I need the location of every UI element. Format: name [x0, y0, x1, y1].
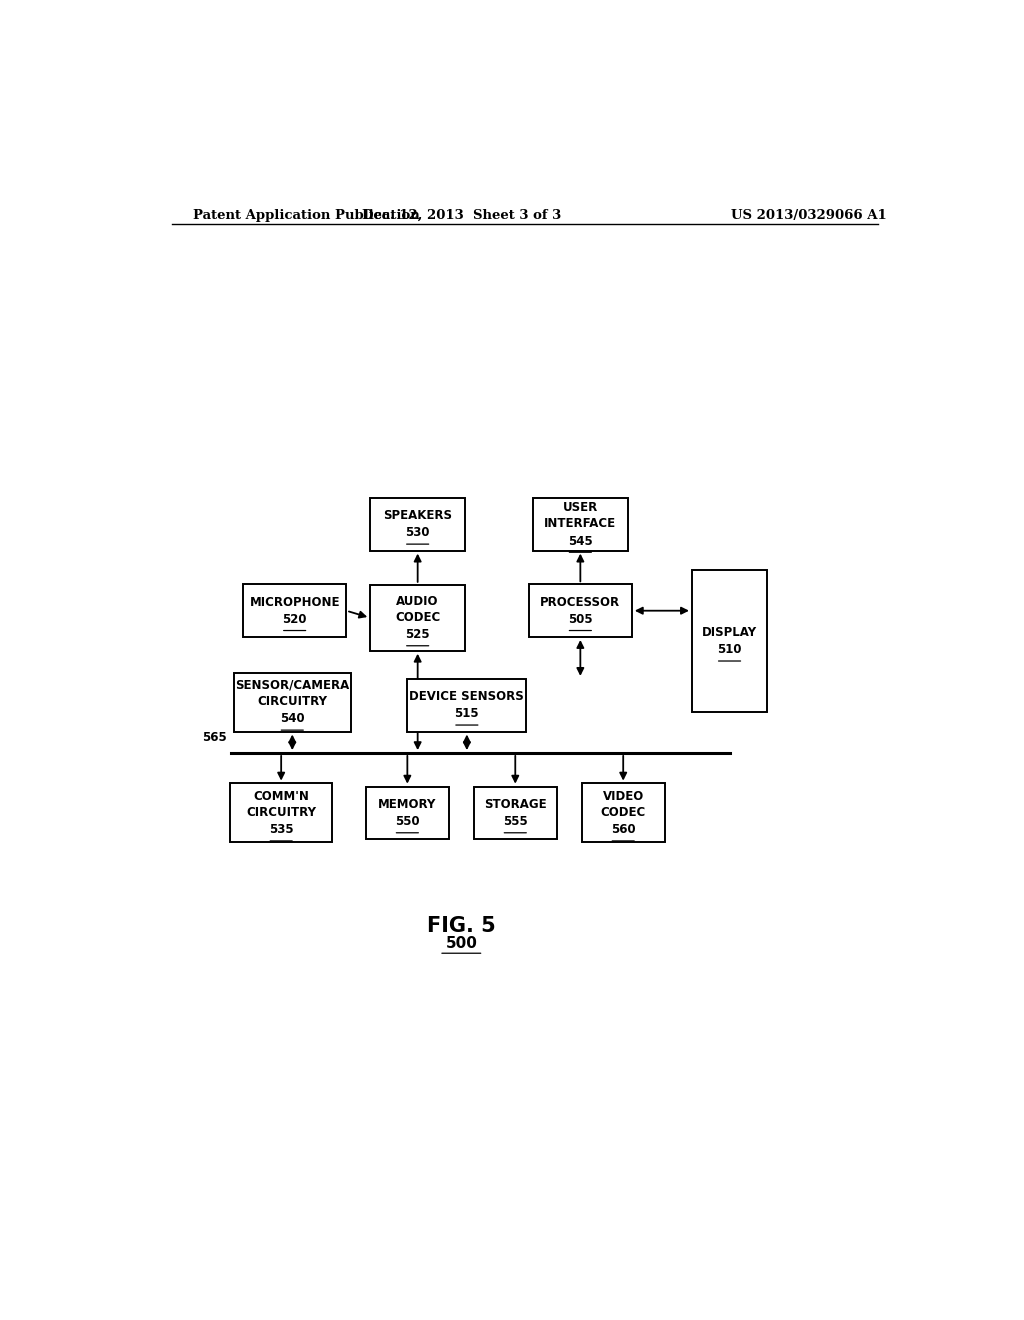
Text: FIG. 5: FIG. 5	[427, 916, 496, 936]
Text: 565: 565	[203, 731, 227, 744]
Text: INTERFACE: INTERFACE	[545, 517, 616, 531]
Text: PROCESSOR: PROCESSOR	[541, 595, 621, 609]
Text: CIRCUITRY: CIRCUITRY	[246, 807, 316, 818]
Bar	[408, 678, 526, 731]
Text: VIDEO: VIDEO	[602, 789, 644, 803]
Text: SENSOR/CAMERA: SENSOR/CAMERA	[236, 678, 349, 692]
Bar	[366, 787, 449, 840]
Text: 500: 500	[445, 936, 477, 950]
Text: 555: 555	[503, 816, 527, 828]
Text: MICROPHONE: MICROPHONE	[250, 595, 340, 609]
Bar	[582, 784, 665, 842]
Text: DEVICE SENSORS: DEVICE SENSORS	[410, 690, 524, 704]
Text: MEMORY: MEMORY	[378, 797, 436, 810]
Text: Patent Application Publication: Patent Application Publication	[194, 209, 420, 222]
Bar	[692, 570, 767, 713]
Text: CODEC: CODEC	[395, 611, 440, 624]
Text: CODEC: CODEC	[601, 807, 646, 818]
Text: USER: USER	[563, 502, 598, 513]
Bar	[474, 787, 557, 840]
Bar	[532, 498, 628, 550]
Text: 545: 545	[568, 535, 593, 548]
Text: 560: 560	[611, 824, 636, 837]
Text: 535: 535	[269, 824, 294, 837]
Text: US 2013/0329066 A1: US 2013/0329066 A1	[731, 209, 887, 222]
Bar	[370, 498, 465, 550]
Bar	[230, 784, 332, 842]
Text: COMM'N: COMM'N	[253, 789, 309, 803]
Text: 505: 505	[568, 612, 593, 626]
Bar	[370, 585, 465, 651]
Text: SPEAKERS: SPEAKERS	[383, 510, 453, 523]
Text: AUDIO: AUDIO	[396, 594, 439, 607]
Text: DISPLAY: DISPLAY	[702, 626, 757, 639]
Text: Dec. 12, 2013  Sheet 3 of 3: Dec. 12, 2013 Sheet 3 of 3	[361, 209, 561, 222]
Text: 520: 520	[283, 612, 307, 626]
Text: STORAGE: STORAGE	[484, 797, 547, 810]
Text: 550: 550	[395, 816, 420, 828]
Bar	[243, 585, 346, 638]
Bar	[233, 673, 351, 731]
Text: 510: 510	[717, 643, 741, 656]
Text: 525: 525	[406, 628, 430, 642]
Bar	[528, 585, 632, 638]
Text: 515: 515	[455, 708, 479, 721]
Text: 540: 540	[280, 713, 304, 726]
Text: 530: 530	[406, 527, 430, 540]
Text: CIRCUITRY: CIRCUITRY	[257, 696, 328, 708]
